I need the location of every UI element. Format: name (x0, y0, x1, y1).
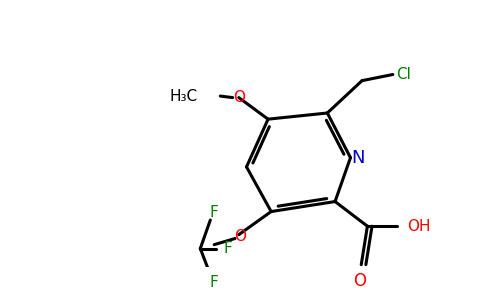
Text: F: F (224, 241, 232, 256)
Text: O: O (353, 272, 366, 290)
Text: OH: OH (408, 219, 431, 234)
Text: O: O (233, 90, 245, 105)
Text: H₃C: H₃C (169, 88, 197, 104)
Text: F: F (210, 275, 219, 290)
Text: N: N (351, 149, 365, 167)
Text: Cl: Cl (396, 67, 411, 82)
Text: F: F (210, 205, 219, 220)
Text: O: O (234, 229, 246, 244)
